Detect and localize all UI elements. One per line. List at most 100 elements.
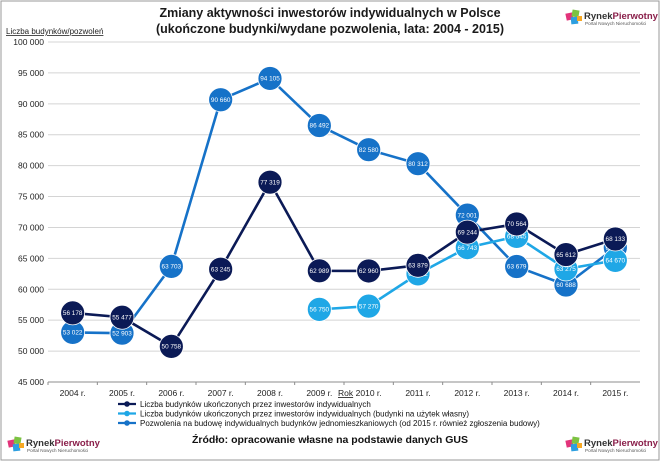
data-point (208, 256, 234, 282)
logo-icon (7, 436, 24, 452)
data-label: 63 275 (556, 266, 576, 273)
chart-title: Zmiany aktywności inwestorów indywidualn… (159, 6, 500, 20)
data-label: 63 679 (507, 264, 527, 271)
x-tick-label: 2014 r. (553, 388, 579, 398)
data-label: 68 545 (507, 234, 527, 241)
legend-swatch-marker (124, 401, 130, 407)
data-label: 68 133 (606, 236, 626, 243)
logo-bottom-left: RynekPierwotny Portal Nowych Nieruchomoś… (7, 436, 101, 453)
y-tick-label: 45 000 (18, 377, 44, 387)
x-tick-label: 2011 r. (405, 388, 430, 398)
y-axis-label: Liczba budynków/pozwoleń (6, 27, 103, 36)
data-point (504, 211, 530, 237)
x-tick-label: 2013 r. (504, 388, 530, 398)
data-point (553, 242, 579, 267)
x-tick-label: 2012 r. (454, 388, 480, 398)
legend-entry: Pozwolenia na budowę indywidualnych budy… (140, 419, 540, 428)
source-note: Źródło: opracowanie własne na podstawie … (192, 433, 468, 446)
logo-icon (565, 9, 582, 25)
logo-name-part1: Rynek (584, 11, 613, 22)
data-point (306, 296, 332, 322)
data-label: 62 989 (310, 268, 330, 275)
data-label: 90 660 (211, 97, 231, 104)
data-label: 63 703 (162, 264, 182, 271)
data-point (306, 113, 332, 138)
y-tick-label: 80 000 (18, 161, 44, 171)
svg-text:RynekPierwotny: RynekPierwotny (584, 438, 659, 449)
data-label: 52 903 (112, 330, 132, 337)
data-point (109, 304, 135, 330)
data-point (356, 137, 382, 163)
x-tick-label: 2008 r. (257, 388, 283, 398)
y-tick-label: 75 000 (18, 192, 44, 202)
y-tick-label: 90 000 (18, 99, 44, 109)
data-point (454, 219, 480, 245)
data-point (356, 258, 382, 284)
svg-text:RynekPierwotny: RynekPierwotny (584, 11, 659, 22)
x-ticks: 2004 r. 2005 r. 2006 r. 2007 r. 2008 r. 2009 … (47, 382, 628, 398)
legend: Liczba budynków ukończonych przez inwest… (118, 400, 540, 428)
y-tick-label: 95 000 (18, 68, 44, 78)
x-axis-label: Rok (338, 388, 354, 398)
data-point (257, 169, 283, 195)
data-label: 94 105 (260, 76, 280, 83)
y-tick-label: 85 000 (18, 130, 44, 140)
y-tick-label: 60 000 (18, 284, 44, 294)
logo-top: RynekPierwotny Portal Nowych Nieruchomoś… (565, 9, 659, 26)
logo-name-part2: Pierwotny (55, 438, 101, 449)
data-label: 86 492 (310, 123, 330, 130)
data-label: 69 244 (458, 229, 478, 236)
data-label: 56 178 (63, 310, 83, 317)
y-ticks: 45 000 50 000 55 000 60 000 65 000 70 000 75 0… (13, 37, 44, 387)
data-point (405, 151, 431, 177)
data-point (405, 252, 431, 278)
y-tick-label: 55 000 (18, 315, 44, 325)
data-label: 72 001 (458, 212, 478, 219)
legend-entry: Liczba budynków ukończonych przez inwest… (140, 400, 371, 409)
data-point (504, 254, 530, 279)
data-label: 55 477 (112, 314, 132, 321)
x-tick-label: 2006 r. (158, 388, 184, 398)
data-label: 65 612 (556, 252, 576, 259)
data-point (60, 300, 86, 326)
logo-icon (565, 436, 582, 452)
legend-entry: Liczba budynków ukończonych przez inwest… (140, 410, 469, 419)
x-tick-label: 2010 r. (356, 388, 382, 398)
data-label: 77 319 (260, 179, 280, 186)
data-label: 70 564 (507, 221, 527, 228)
logo-name-part2: Pierwotny (613, 438, 659, 449)
data-label: 82 580 (359, 147, 379, 154)
data-point (158, 253, 184, 279)
y-tick-label: 100 000 (13, 37, 44, 47)
logo-name-part2: Pierwotny (613, 11, 659, 22)
logo-tagline: Portal Nowych Nieruchomości (585, 21, 646, 26)
data-label: 66 743 (458, 245, 478, 252)
x-tick-label: 2007 r. (208, 388, 234, 398)
data-label: 50 758 (162, 344, 182, 351)
logo-bottom-right: RynekPierwotny Portal Nowych Nieruchomoś… (565, 436, 659, 453)
x-tick-label: 2015 r. (602, 388, 628, 398)
legend-swatch-marker (124, 420, 130, 426)
logo-tagline: Portal Nowych Nieruchomości (585, 448, 646, 453)
data-point (158, 334, 184, 359)
series-layer: 53 022 52 903 63 703 90 660 94 105 86 492 82 5… (60, 66, 628, 359)
data-point (257, 66, 283, 91)
y-tick-label: 65 000 (18, 253, 44, 263)
data-point (306, 258, 332, 284)
logo-name-part1: Rynek (584, 438, 613, 449)
data-label: 57 270 (359, 303, 379, 310)
data-label: 80 312 (408, 161, 428, 168)
svg-text:RynekPierwotny: RynekPierwotny (26, 438, 101, 449)
data-label: 56 750 (310, 307, 330, 314)
x-tick-label: 2004 r. (60, 388, 86, 398)
data-label: 63 879 (408, 262, 428, 269)
logo-name-part1: Rynek (26, 438, 55, 449)
data-point (208, 87, 234, 113)
legend-swatch-marker (124, 410, 130, 417)
y-tick-label: 70 000 (18, 222, 44, 232)
chart-subtitle: (ukończone budynki/wydane pozwolenia, la… (156, 22, 504, 36)
data-point (602, 226, 628, 252)
